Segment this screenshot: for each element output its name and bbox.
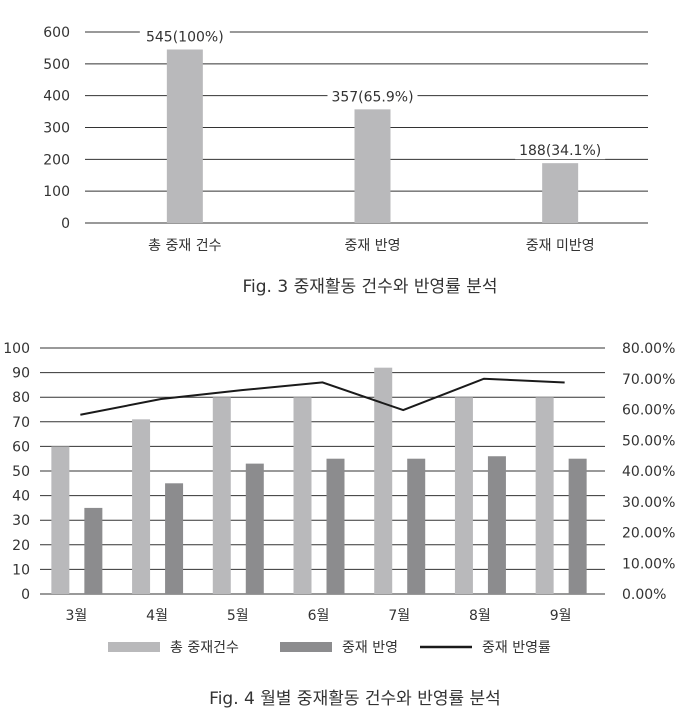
bar — [354, 109, 391, 223]
x-tick-label: 9월 — [550, 608, 572, 624]
y-tick-label: 30 — [12, 513, 30, 529]
legend-label: 총 중재건수 — [170, 640, 239, 656]
y-tick-label: 300 — [43, 121, 70, 137]
caption-fig3: Fig. 3 중재활동 건수와 반영률 분석 — [242, 277, 498, 297]
y2-tick-label: 30.00% — [622, 495, 675, 511]
bar-reflected — [84, 507, 103, 594]
data-label-bg — [327, 87, 418, 106]
y-tick-label: 500 — [43, 57, 70, 73]
y2-tick-label: 40.00% — [622, 464, 675, 480]
x-tick-label: 6월 — [308, 608, 330, 624]
y-tick-label: 80 — [12, 390, 30, 406]
bar-total — [454, 397, 473, 594]
x-tick-label: 3월 — [65, 608, 87, 624]
y-tick-label: 0 — [61, 216, 70, 232]
caption-fig4: Fig. 4 월별 중재활동 건수와 반영률 분석 — [209, 689, 501, 709]
data-label-bg — [515, 141, 606, 160]
data-label: 357(65.9%) — [331, 89, 413, 105]
bar-reflected — [407, 458, 426, 594]
data-label: 545(100%) — [146, 30, 224, 46]
line-series-rate — [80, 377, 565, 416]
y-tick-label: 600 — [43, 25, 70, 41]
bar-total — [51, 446, 70, 594]
y-tick-label: 200 — [43, 152, 70, 168]
bar-total — [535, 397, 554, 594]
y-tick-label: 20 — [12, 538, 30, 554]
y-tick-label: 70 — [12, 415, 30, 431]
chart-fig4: 0 10 20 30 40 50 60 70 80 90 100 0.00% 10.00% 20.00% 3… — [3, 341, 675, 656]
y2-tick-label: 70.00% — [622, 372, 675, 388]
legend-swatch — [108, 642, 160, 652]
y-tick-label: 0 — [21, 587, 30, 603]
x-tick-label: 4월 — [146, 608, 168, 624]
x-tick-label: 총 중재 건수 — [148, 238, 221, 254]
x-tick-label: 5월 — [227, 608, 249, 624]
y-tick-label: 10 — [12, 562, 30, 578]
bar-total — [212, 397, 231, 594]
bar — [542, 163, 579, 223]
y-tick-label: 90 — [12, 366, 30, 382]
bar-reflected — [568, 458, 587, 594]
legend-label: 중재 반영 — [342, 640, 398, 656]
y-tick-label: 60 — [12, 439, 30, 455]
y2-tick-label: 20.00% — [622, 526, 675, 542]
y-tick-label: 50 — [12, 464, 30, 480]
legend-label: 중재 반영률 — [482, 640, 551, 656]
y2-tick-label: 50.00% — [622, 433, 675, 449]
x-tick-label: 중재 미반영 — [526, 238, 595, 254]
legend: 총 중재건수 중재 반영 중재 반영률 — [108, 640, 551, 656]
bar-reflected — [487, 456, 506, 594]
bar — [166, 49, 203, 224]
y2-tick-label: 10.00% — [622, 556, 675, 572]
bar-reflected — [245, 463, 264, 594]
y2-tick-label: 60.00% — [622, 403, 675, 419]
chart-fig3: 0 100 200 300 400 500 600 545(100%) 총 중재 건수 357(6… — [43, 25, 648, 254]
y-tick-label: 400 — [43, 89, 70, 105]
x-tick-label: 7월 — [388, 608, 410, 624]
y-tick-label: 100 — [43, 184, 70, 200]
y2-tick-label: 0.00% — [622, 587, 666, 603]
x-tick-label: 8월 — [469, 608, 491, 624]
bar-total — [374, 367, 393, 594]
bar-reflected — [165, 483, 184, 594]
bar-total — [293, 397, 312, 594]
y2-tick-label: 80.00% — [622, 341, 675, 357]
data-label: 188(34.1%) — [519, 143, 601, 159]
x-tick-label: 중재 반영 — [345, 238, 401, 254]
legend-swatch — [280, 642, 332, 652]
data-label-bg — [139, 27, 230, 46]
y-tick-label: 40 — [12, 489, 30, 505]
bar-reflected — [326, 458, 345, 594]
bar-total — [132, 419, 151, 594]
y-tick-label: 100 — [3, 341, 30, 357]
